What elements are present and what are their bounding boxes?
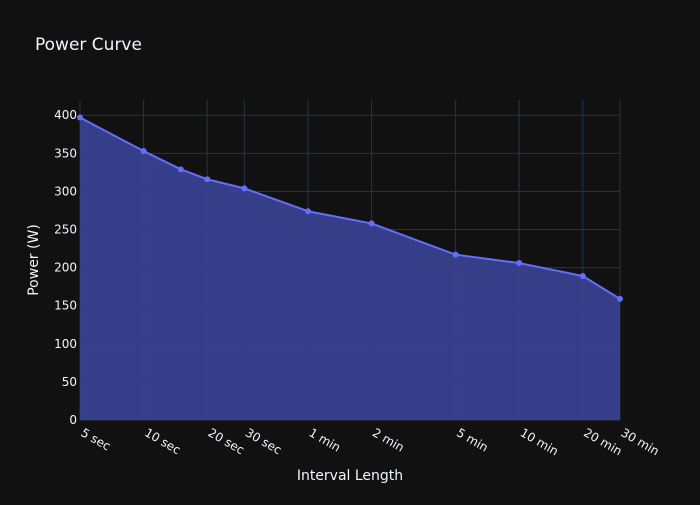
area-layer bbox=[80, 117, 620, 421]
y-tick-label: 200 bbox=[54, 261, 77, 275]
y-tick-label: 0 bbox=[69, 413, 77, 427]
x-tick-label: 10 min bbox=[518, 425, 561, 458]
y-tick-label: 250 bbox=[54, 223, 77, 237]
area-fill bbox=[80, 117, 620, 421]
chart-title: Power Curve bbox=[35, 35, 142, 55]
data-point bbox=[452, 251, 459, 258]
y-tick-label: 350 bbox=[54, 146, 77, 160]
data-point bbox=[177, 166, 184, 173]
x-tick-label: 20 sec bbox=[206, 425, 247, 457]
x-tick-label: 20 min bbox=[581, 425, 624, 458]
point-layer bbox=[77, 114, 623, 302]
data-point bbox=[516, 260, 523, 267]
data-point bbox=[241, 185, 248, 192]
data-point bbox=[204, 176, 211, 183]
x-tick-label: 10 sec bbox=[142, 425, 183, 457]
x-tick-label: 1 min bbox=[306, 425, 343, 454]
y-axis-title: Power (W) bbox=[26, 224, 42, 296]
x-tick-label: 5 sec bbox=[79, 425, 113, 453]
y-tick-label: 50 bbox=[62, 375, 77, 389]
y-tick-label: 150 bbox=[54, 299, 77, 313]
data-point bbox=[77, 114, 83, 121]
y-tick-label: 300 bbox=[54, 184, 77, 198]
x-tick-label: 30 min bbox=[619, 425, 662, 458]
x-tick-label: 30 sec bbox=[243, 425, 284, 457]
x-tick-label: 2 min bbox=[370, 425, 407, 454]
data-point bbox=[579, 273, 586, 279]
y-axis-ticks: 0 50 100 150 200 250 300 350 400 bbox=[54, 108, 77, 427]
x-tick-label: 5 min bbox=[454, 425, 491, 454]
y-tick-label: 400 bbox=[54, 108, 77, 122]
y-tick-label: 100 bbox=[54, 337, 77, 351]
data-point bbox=[617, 295, 623, 302]
data-point bbox=[140, 148, 147, 155]
data-point bbox=[304, 208, 311, 215]
x-axis-title: Interval Length bbox=[297, 468, 403, 484]
data-point bbox=[368, 220, 375, 227]
